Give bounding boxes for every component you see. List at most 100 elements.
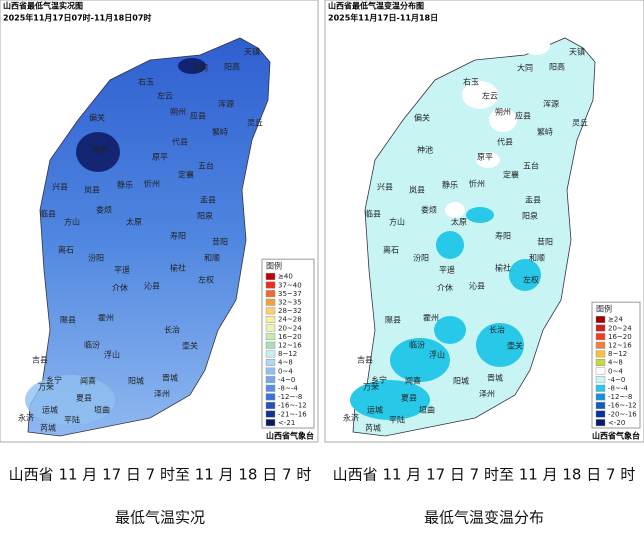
legend-label: -4~0	[278, 376, 295, 384]
county-label: 静乐	[117, 180, 133, 190]
legend-label: 20~24	[278, 324, 302, 332]
county-label: 平遥	[114, 265, 130, 275]
county-label: 盂县	[200, 196, 216, 205]
county-label: 芮城	[365, 423, 381, 433]
county-label: 垣曲	[94, 405, 110, 415]
county-label: 和顺	[529, 254, 545, 263]
county-label: 右玉	[463, 77, 479, 87]
left-date: 2025年11月17日07时-11月18日07时	[3, 13, 151, 23]
legend-swatch	[265, 419, 276, 427]
county-label: 昔阳	[537, 238, 553, 247]
county-label: 寿阳	[170, 231, 186, 241]
legend-label: -12~-8	[278, 393, 302, 401]
county-label: 阳城	[128, 377, 144, 386]
right-caption-2: 最低气温变温分布	[424, 509, 544, 527]
legend-swatch	[595, 367, 606, 375]
county-label: 太原	[126, 217, 142, 227]
county-label: 榆社	[495, 263, 511, 273]
legend-label: 16~20	[608, 333, 632, 341]
county-label: 阳泉	[522, 211, 538, 221]
county-label: 平陆	[64, 415, 80, 425]
county-label: 天镇	[244, 47, 260, 57]
legend-swatch	[595, 376, 606, 384]
warm-patch	[522, 35, 550, 55]
county-label: 乡宁	[46, 375, 62, 385]
county-label: 壶关	[182, 341, 198, 351]
county-label: 长治	[164, 325, 180, 335]
county-label: 永济	[343, 413, 359, 423]
legend-label: 12~16	[608, 342, 632, 350]
legend-swatch	[595, 324, 606, 332]
county-label: 永济	[18, 413, 34, 423]
county-label: 隰县	[385, 315, 401, 325]
legend-swatch	[265, 316, 276, 323]
county-label: 灵丘	[247, 119, 263, 128]
county-label: 灵丘	[572, 119, 588, 128]
county-label: 娄烦	[96, 205, 112, 215]
left-caption-2: 最低气温实况	[115, 509, 205, 527]
legend-swatch	[595, 393, 606, 401]
legend-swatch	[265, 384, 276, 392]
county-label: 岚县	[409, 186, 425, 195]
legend-label: 28~32	[278, 307, 302, 315]
county-label: 和顺	[204, 254, 220, 263]
county-label: 原平	[477, 153, 493, 162]
county-label: 夏县	[401, 394, 417, 403]
county-label: 泽州	[479, 390, 495, 399]
county-label: 运城	[42, 406, 58, 415]
legend-swatch	[265, 298, 276, 306]
legend-swatch	[595, 341, 606, 349]
legend-swatch	[265, 393, 276, 401]
county-label: 临汾	[409, 340, 425, 350]
legend-swatch	[265, 402, 276, 409]
county-label: 离石	[58, 245, 74, 255]
left-caption: 山西省 11 月 17 日 7 时至 11 月 18 日 7 时	[9, 466, 312, 484]
legend-label: 20~24	[608, 324, 632, 332]
county-label: 长治	[489, 325, 505, 335]
legend-swatch	[595, 359, 606, 366]
legend-swatch	[265, 376, 276, 384]
legend-swatch	[265, 273, 276, 280]
county-label: 壶关	[507, 341, 523, 351]
county-label: 偏关	[414, 113, 430, 123]
county-label: 阳高	[549, 62, 565, 72]
county-label: 方山	[389, 217, 405, 227]
cold-patch	[436, 231, 464, 259]
county-label: 阳高	[224, 62, 240, 72]
county-label: 盂县	[525, 196, 541, 205]
legend-title: 图例	[596, 304, 612, 314]
county-label: 霍州	[98, 314, 114, 323]
county-label: 泽州	[154, 390, 170, 399]
legend-label: -16~-12	[608, 402, 637, 410]
legend-label: 24~28	[278, 316, 302, 324]
county-label: 运城	[367, 406, 383, 415]
legend-label: ≥40	[278, 273, 293, 281]
county-label: 天镇	[569, 47, 585, 57]
county-label: 忻州	[144, 179, 160, 189]
legend-swatch	[265, 333, 276, 341]
county-label: 大同	[517, 63, 533, 73]
legend-label: 16~20	[278, 333, 302, 341]
county-label: 垣曲	[419, 405, 435, 415]
legend-label: -4~0	[608, 376, 625, 384]
legend-swatch	[265, 350, 276, 358]
cold-patch	[76, 132, 120, 172]
county-label: 朔州	[170, 107, 186, 117]
legend-label: <-20	[608, 419, 625, 427]
cold-patch	[390, 338, 450, 382]
county-label: 闻喜	[80, 376, 96, 386]
right-title: 山西省最低气温变温分布图	[328, 1, 424, 11]
county-label: 寿阳	[495, 231, 511, 241]
legend-label: 37~40	[278, 281, 302, 289]
county-label: 浮山	[104, 350, 120, 360]
county-label: 代县	[497, 137, 513, 147]
county-label: 临县	[365, 209, 381, 219]
legend-label: -16~-12	[278, 402, 307, 410]
legend-label: ≥24	[608, 316, 623, 324]
left-source: 山西省气象台	[266, 431, 314, 441]
legend-label: -8~-4	[278, 385, 298, 393]
legend-swatch	[595, 316, 606, 323]
county-label: 阳城	[453, 377, 469, 386]
county-label: 乡宁	[371, 375, 387, 385]
